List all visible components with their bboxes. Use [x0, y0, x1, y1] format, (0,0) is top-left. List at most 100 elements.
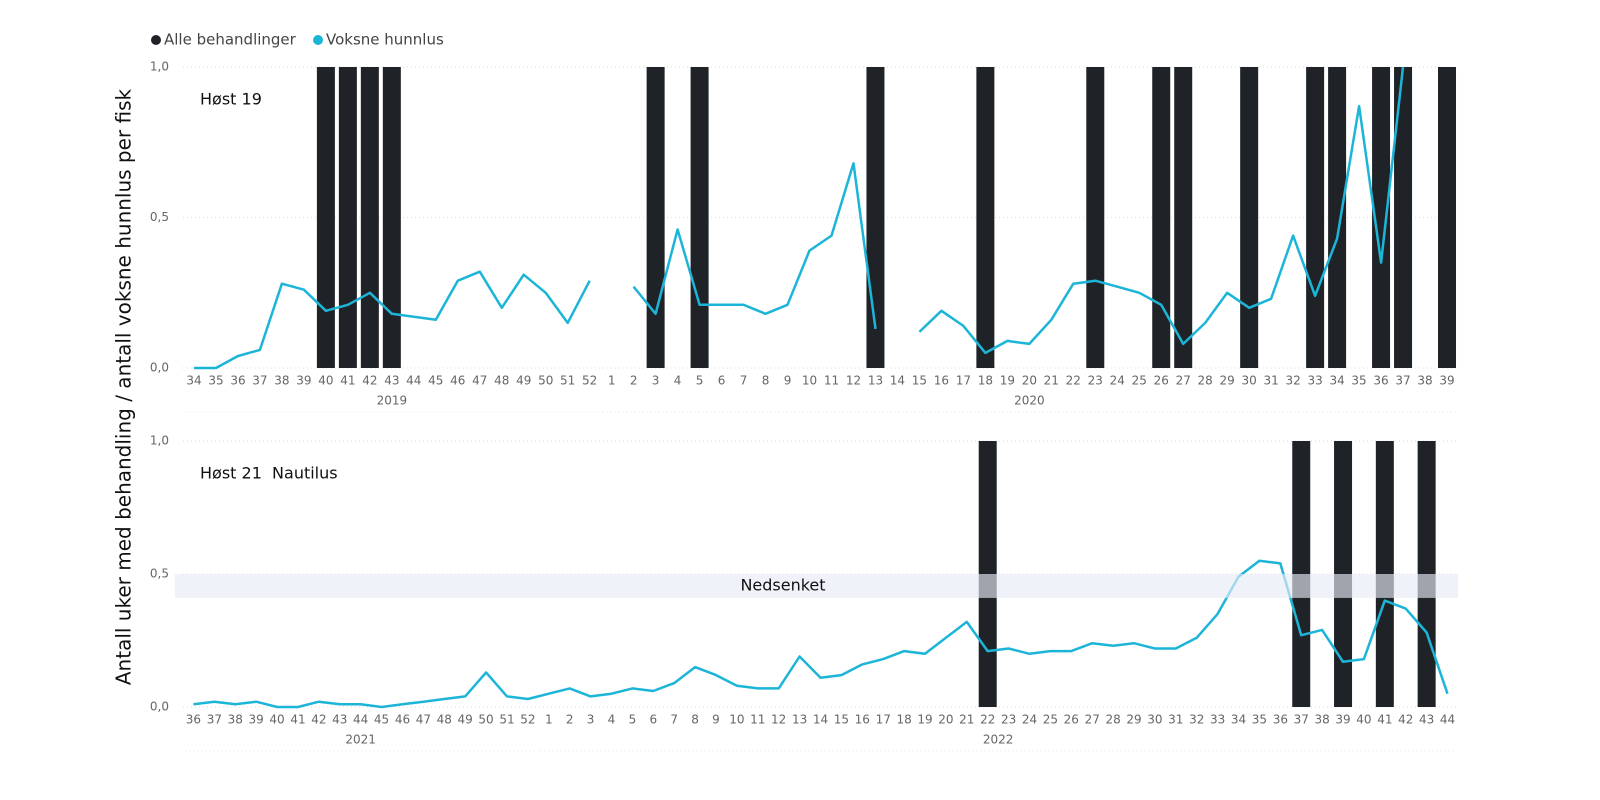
bar — [646, 67, 665, 368]
x-tick-label: 19 — [1000, 374, 1015, 388]
x-tick-label: 38 — [1417, 374, 1432, 388]
x-tick-label: 2 — [566, 713, 574, 727]
x-tick-label: 52 — [582, 374, 597, 388]
x-tick-label: 7 — [740, 374, 748, 388]
bar — [1152, 67, 1171, 368]
x-tick-label: 14 — [813, 713, 828, 727]
x-tick-label: 50 — [538, 374, 553, 388]
x-tick-label: 27 — [1085, 713, 1100, 727]
bar — [690, 67, 709, 368]
x-tick-label: 34 — [1329, 374, 1344, 388]
x-tick-label: 16 — [855, 713, 870, 727]
x-tick-label: 36 — [1373, 374, 1388, 388]
x-tick-label: 43 — [1419, 713, 1434, 727]
x-tick-label: 34 — [1231, 713, 1246, 727]
x-tick-label: 27 — [1176, 374, 1191, 388]
x-tick-label: 13 — [792, 713, 807, 727]
x-tick-label: 18 — [896, 713, 911, 727]
x-tick-label: 10 — [729, 713, 744, 727]
x-tick-label: 33 — [1307, 374, 1322, 388]
x-tick-label: 20 — [1022, 374, 1037, 388]
x-tick-label: 34 — [186, 374, 201, 388]
x-tick-label: 44 — [353, 713, 368, 727]
x-tick-label: 1 — [545, 713, 553, 727]
y-axis-title: Antall uker med behandling / antall voks… — [112, 88, 136, 685]
legend-label: Voksne hunnlus — [326, 31, 444, 49]
x-tick-label: 40 — [318, 374, 333, 388]
x-tick-label: 18 — [978, 374, 993, 388]
x-tick-label: 38 — [228, 713, 243, 727]
x-tick-label: 13 — [868, 374, 883, 388]
x-tick-label: 6 — [649, 713, 657, 727]
x-tick-label: 39 — [1335, 713, 1350, 727]
x-tick-label: 39 — [296, 374, 311, 388]
x-tick-label: 19 — [917, 713, 932, 727]
x-tick-label: 41 — [1377, 713, 1392, 727]
y-tick-label: 1,0 — [150, 60, 169, 74]
x-tick-label: 50 — [478, 713, 493, 727]
x-tick-label: 17 — [956, 374, 971, 388]
x-tick-label: 20 — [938, 713, 953, 727]
band-label: Nedsenket — [740, 575, 825, 594]
x-tick-label: 41 — [340, 374, 355, 388]
x-tick-label: 15 — [834, 713, 849, 727]
x-tick-label: 29 — [1220, 374, 1235, 388]
bar — [1328, 67, 1347, 368]
bar — [1394, 67, 1413, 368]
bar — [360, 67, 379, 368]
x-tick-label: 12 — [846, 374, 861, 388]
x-tick-label: 31 — [1264, 374, 1279, 388]
bar — [1086, 67, 1105, 368]
x-tick-label: 4 — [674, 374, 682, 388]
year-label: 2020 — [1014, 394, 1045, 408]
x-tick-label: 51 — [560, 374, 575, 388]
x-tick-label: 3 — [652, 374, 660, 388]
x-tick-label: 46 — [395, 713, 410, 727]
y-tick-label: 0,0 — [150, 700, 169, 714]
x-tick-label: 30 — [1147, 713, 1162, 727]
x-tick-label: 11 — [750, 713, 765, 727]
x-tick-label: 49 — [458, 713, 473, 727]
x-tick-label: 49 — [516, 374, 531, 388]
x-tick-label: 39 — [249, 713, 264, 727]
x-tick-label: 38 — [274, 374, 289, 388]
panel-title: Høst 19 — [200, 90, 262, 109]
x-tick-label: 16 — [934, 374, 949, 388]
x-tick-label: 52 — [520, 713, 535, 727]
x-tick-label: 43 — [332, 713, 347, 727]
x-tick-label: 39 — [1439, 374, 1454, 388]
x-tick-label: 47 — [472, 374, 487, 388]
x-tick-label: 4 — [608, 713, 616, 727]
y-tick-label: 1,0 — [150, 434, 169, 448]
x-tick-label: 24 — [1022, 713, 1037, 727]
x-tick-label: 36 — [230, 374, 245, 388]
x-tick-label: 43 — [384, 374, 399, 388]
x-tick-label: 26 — [1064, 713, 1079, 727]
x-tick-label: 48 — [437, 713, 452, 727]
x-tick-label: 23 — [1001, 713, 1016, 727]
bar — [976, 67, 995, 368]
x-tick-label: 45 — [374, 713, 389, 727]
x-tick-label: 33 — [1210, 713, 1225, 727]
x-tick-label: 8 — [762, 374, 770, 388]
y-tick-label: 0,5 — [150, 567, 169, 581]
x-tick-label: 1 — [608, 374, 616, 388]
x-tick-label: 42 — [311, 713, 326, 727]
x-tick-label: 22 — [980, 713, 995, 727]
x-tick-label: 9 — [784, 374, 792, 388]
x-tick-label: 35 — [1252, 713, 1267, 727]
x-tick-label: 46 — [450, 374, 465, 388]
x-tick-label: 37 — [252, 374, 267, 388]
x-tick-label: 5 — [696, 374, 704, 388]
year-label: 2021 — [345, 733, 376, 747]
x-tick-label: 44 — [406, 374, 421, 388]
bar — [1240, 67, 1259, 368]
x-tick-label: 23 — [1088, 374, 1103, 388]
bar — [1174, 67, 1193, 368]
x-tick-label: 45 — [428, 374, 443, 388]
x-tick-label: 10 — [802, 374, 817, 388]
x-tick-label: 48 — [494, 374, 509, 388]
x-tick-label: 6 — [718, 374, 726, 388]
